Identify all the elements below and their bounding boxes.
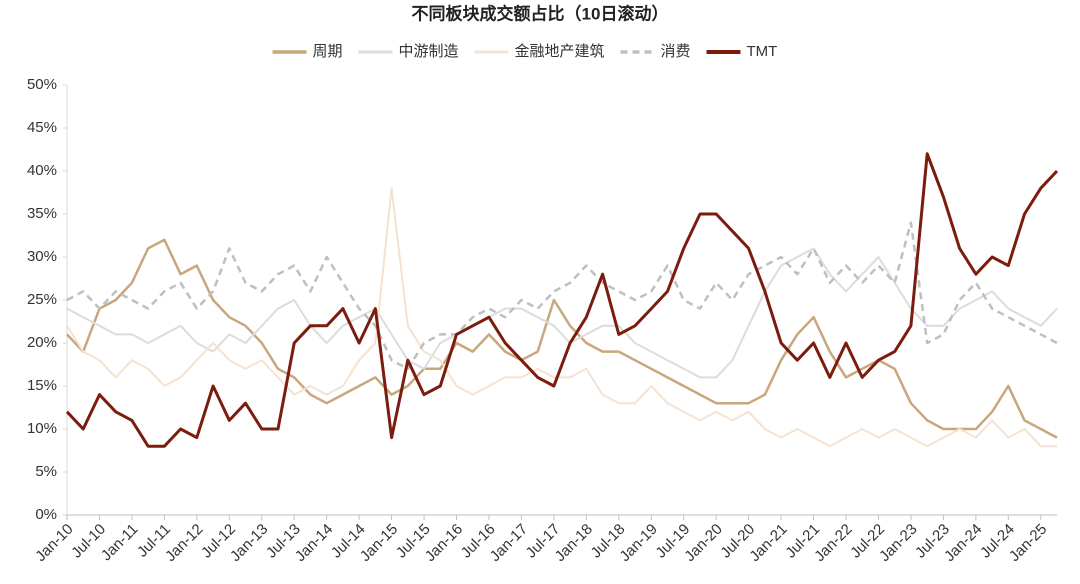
legend: 周期 中游制造 金融地产建筑 消费 TMT [272, 43, 778, 60]
x-tick-label: Jan-15 [357, 521, 401, 565]
x-tick-label: Jan-14 [292, 521, 336, 565]
y-tick-label: 35% [27, 205, 57, 222]
x-tick-label: Jan-13 [227, 521, 271, 565]
y-tick-label: 5% [35, 463, 57, 480]
legend-label: 周期 [313, 43, 343, 60]
legend-label: TMT [747, 43, 778, 60]
x-tick-label: Jan-11 [98, 521, 142, 565]
x-tick-label: Jan-12 [162, 521, 206, 565]
x-tick-label: Jan-23 [876, 521, 920, 565]
x-tick-label: Jan-10 [32, 521, 76, 565]
y-tick-label: 0% [35, 506, 57, 523]
y-tick-label: 45% [27, 119, 57, 136]
x-tick-label: Jan-16 [422, 521, 466, 565]
x-tick-label: Jan-21 [746, 521, 790, 565]
legend-label: 消费 [661, 43, 691, 60]
y-tick-label: 20% [27, 334, 57, 351]
series-line [66, 238, 1058, 439]
x-tick-label: Jan-17 [487, 521, 531, 565]
x-tick-label: Jan-25 [1006, 521, 1050, 565]
legend-label: 中游制造 [399, 43, 459, 60]
series-line [65, 152, 1059, 448]
y-tick-label: 30% [27, 248, 57, 265]
x-tick-label: Jan-20 [681, 521, 725, 565]
y-tick-label: 15% [27, 377, 57, 394]
x-tick-label: Jan-24 [941, 521, 985, 565]
x-tick-label: Jan-22 [811, 521, 855, 565]
chart-title: 不同板块成交额占比（10日滚动） [412, 3, 669, 23]
y-tick-label: 40% [27, 162, 57, 179]
y-tick-label: 50% [27, 76, 57, 93]
x-tick-label: Jan-19 [616, 521, 660, 565]
legend-label: 金融地产建筑 [515, 43, 605, 60]
x-tick-label: Jan-18 [552, 521, 596, 565]
y-tick-label: 25% [27, 291, 57, 308]
y-tick-label: 10% [27, 420, 57, 437]
series-line [66, 187, 1057, 448]
